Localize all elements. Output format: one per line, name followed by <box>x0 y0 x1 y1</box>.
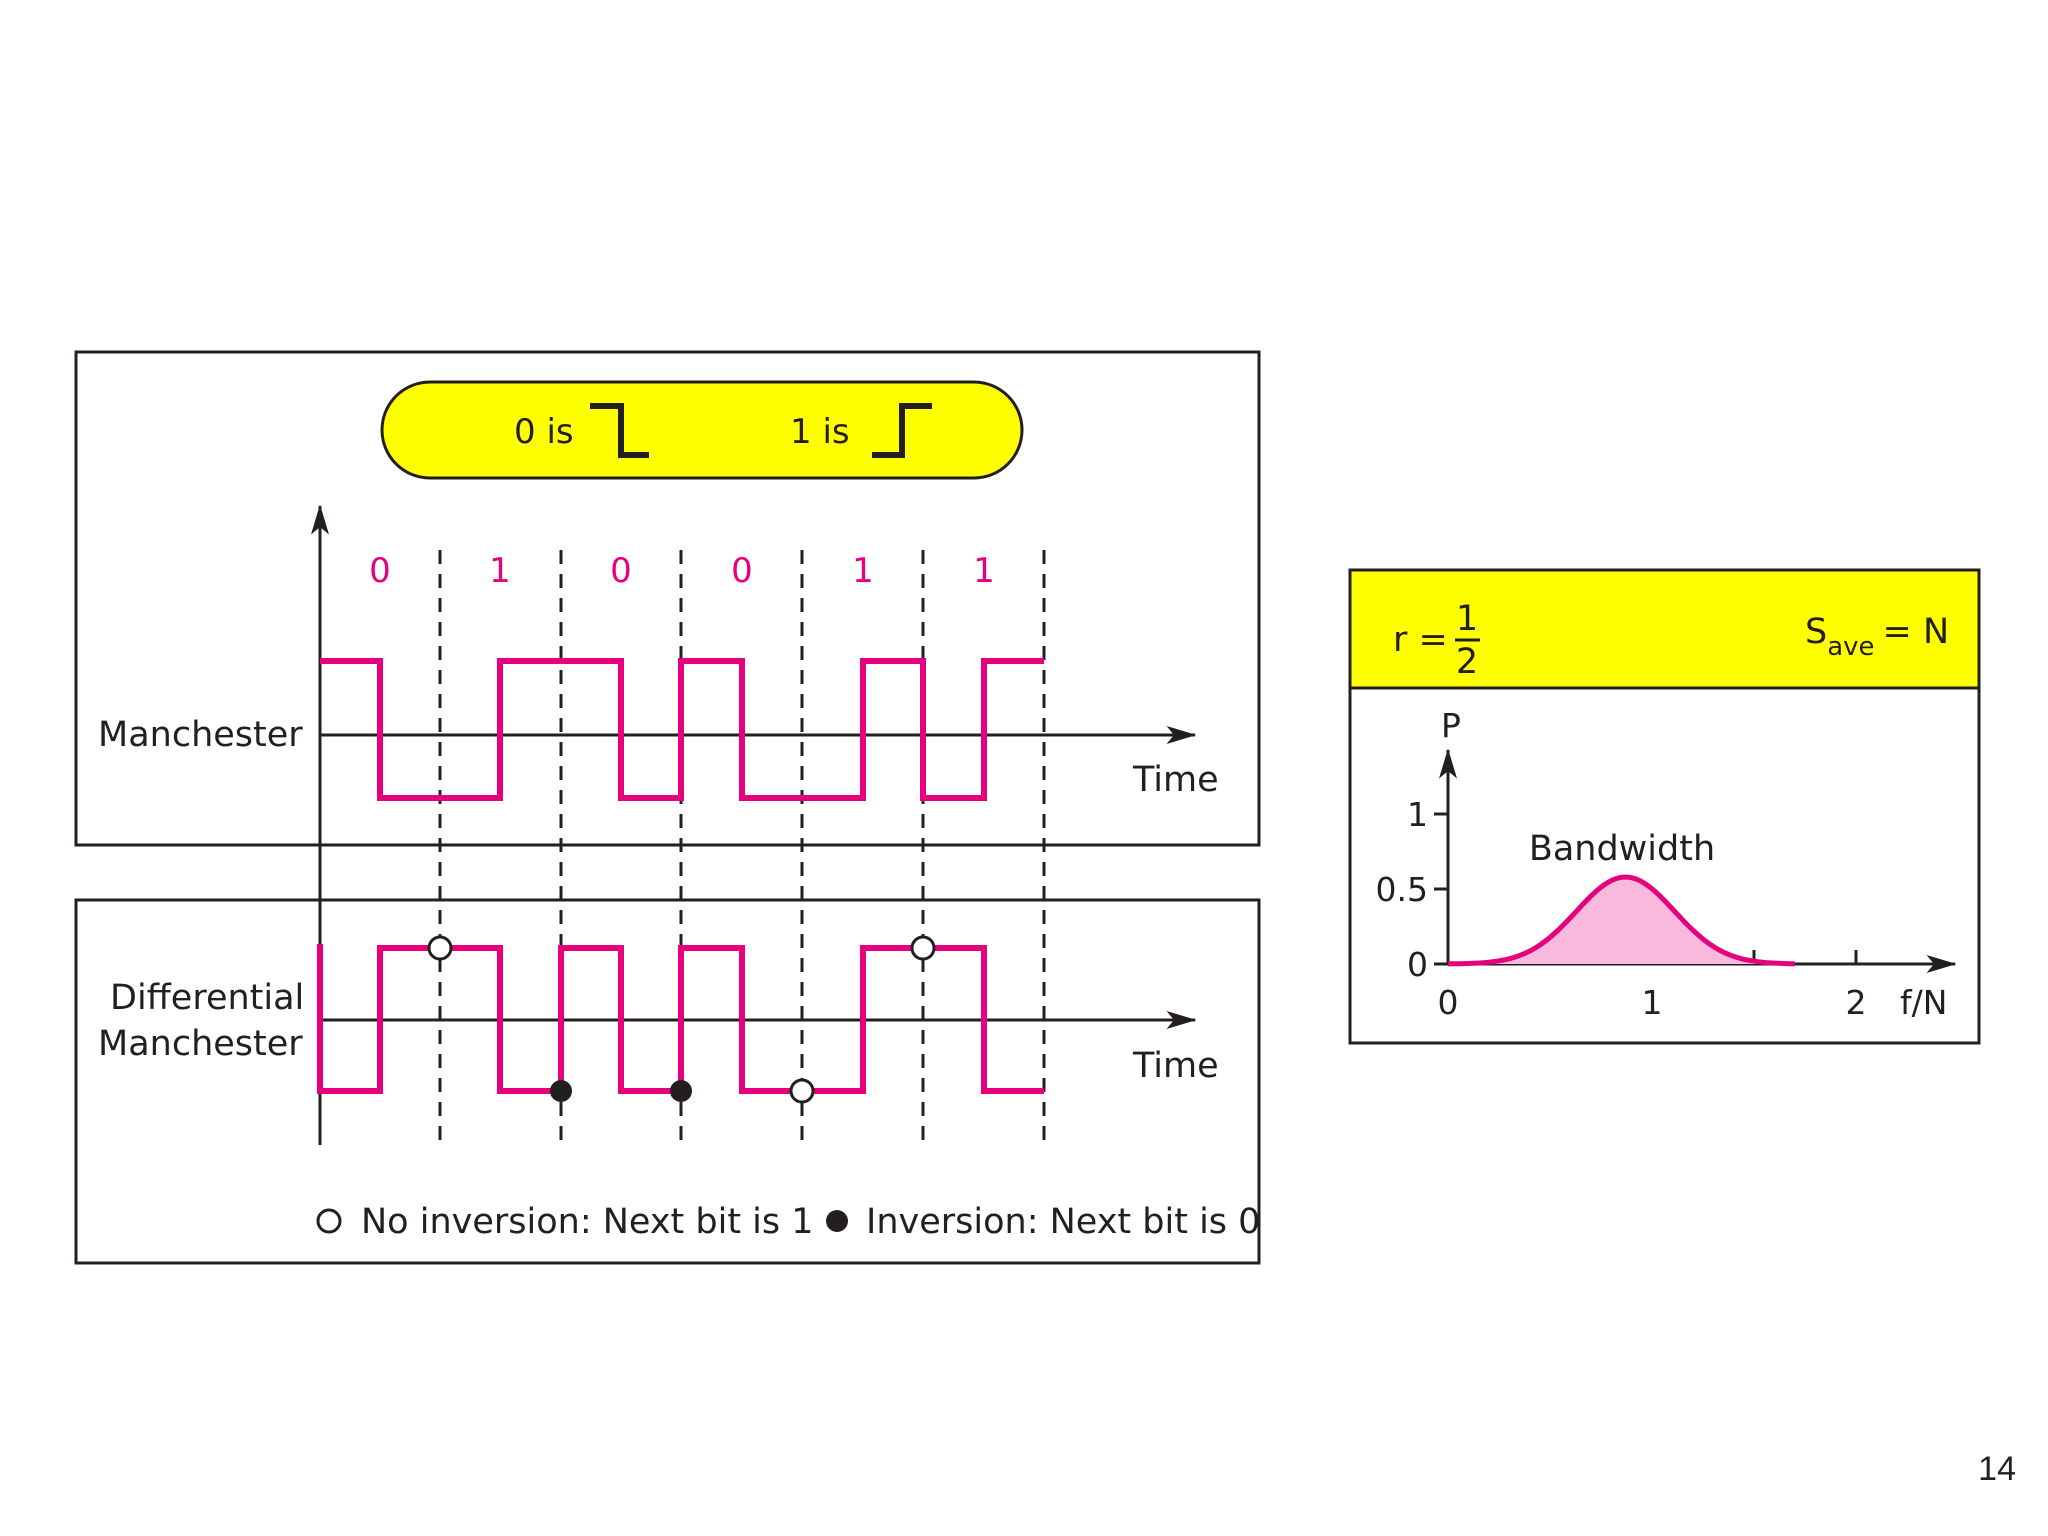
differential-manchester-signal <box>317 944 1044 1094</box>
differential-time-label: Time <box>1132 1046 1219 1086</box>
spectrum-curve <box>1447 874 1795 967</box>
no-inversion-marker <box>910 935 936 961</box>
bandwidth-label: Bandwidth <box>1529 829 1715 869</box>
encoding-legend-box <box>380 380 1024 480</box>
differential-label-line1: Differential <box>110 978 304 1018</box>
save-subscript: ave <box>1827 632 1874 662</box>
differential-label-line2: Manchester <box>98 1024 303 1064</box>
save-rhs: = N <box>1883 612 1950 652</box>
y-tick-label: 1 <box>1407 795 1428 834</box>
save-s: S <box>1805 612 1827 652</box>
one-transition-icon <box>872 403 932 458</box>
bit-label: 0 <box>369 551 391 591</box>
bit-label: 1 <box>852 551 874 591</box>
no-inversion-marker <box>789 1078 815 1104</box>
spectrum-area <box>1448 877 1795 964</box>
one-is-label: 1 is <box>790 412 850 452</box>
x-tick-label: 2 <box>1846 983 1867 1022</box>
x-tick-label: 0 <box>1438 983 1459 1022</box>
zero-transition-icon <box>590 403 649 458</box>
spectrum-x-label: f/N <box>1900 983 1947 1022</box>
spectrum-p-label: P <box>1441 706 1461 745</box>
spectrum-header <box>1348 568 1981 690</box>
bit-label: 1 <box>973 551 995 591</box>
bit-boundaries <box>438 550 1046 1145</box>
spectrum-ticks: 1 0.5 00 1 2 <box>1376 795 1867 1022</box>
save-label: Save = N <box>1805 612 1949 662</box>
differential-panel <box>74 898 1261 1265</box>
page-number: 14 <box>1978 1450 2016 1488</box>
open-circle-icon <box>316 1208 342 1234</box>
y-tick-label: 0 <box>1407 945 1428 984</box>
bit-labels: 0 1 0 0 1 1 <box>369 551 995 591</box>
x-tick-label: 1 <box>1642 983 1663 1022</box>
manchester-label: Manchester <box>98 715 303 755</box>
filled-circle-icon <box>826 1210 848 1232</box>
manchester-panel <box>74 350 1261 847</box>
manchester-time-label: Time <box>1132 760 1219 800</box>
rate-denominator: 2 <box>1456 642 1478 682</box>
bit-label: 1 <box>489 551 511 591</box>
no-inversion-marker <box>427 935 453 961</box>
inversion-marker <box>550 1080 572 1102</box>
rate-numerator: 1 <box>1456 599 1478 639</box>
no-inversion-legend: No inversion: Next bit is 1 <box>361 1202 814 1242</box>
y-tick-label: 0.5 <box>1376 870 1428 909</box>
zero-is-label: 0 is <box>514 412 574 452</box>
inversion-marker <box>670 1080 692 1102</box>
rate-label: r = <box>1393 620 1448 660</box>
bit-label: 0 <box>731 551 753 591</box>
manchester-signal <box>320 658 1044 801</box>
bit-label: 0 <box>610 551 632 591</box>
inversion-legend: Inversion: Next bit is 0 <box>866 1202 1260 1242</box>
